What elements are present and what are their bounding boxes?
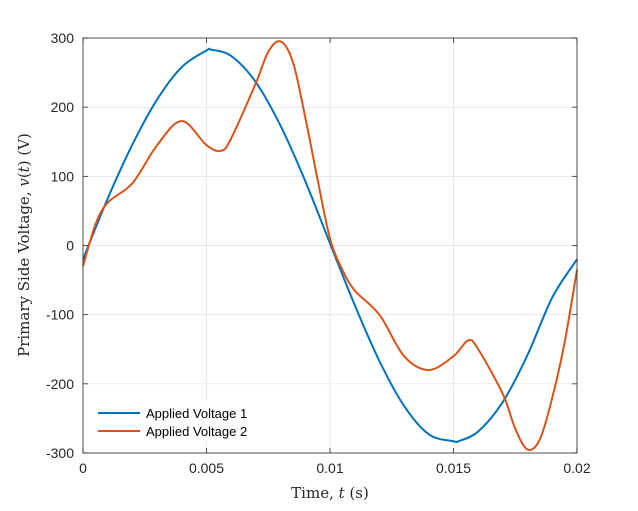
x-tick-label: 0.005 — [189, 460, 224, 476]
y-tick-label: -300 — [46, 445, 74, 461]
y-tick-label: -200 — [46, 376, 74, 392]
x-tick-label: 0.015 — [436, 460, 471, 476]
ticks: 0 0.005 0.01 0.015 0.02 -300 -200 -100 0 100 200 30… — [46, 30, 591, 476]
y-tick-label: 0 — [66, 238, 74, 254]
x-tick-label: 0 — [79, 460, 87, 476]
y-axis-label: Primary Side Voltage, v(t) (V) — [15, 133, 33, 357]
x-tick-label: 0.02 — [563, 460, 590, 476]
x-tick-label: 0.01 — [316, 460, 343, 476]
legend-box — [91, 401, 261, 441]
legend: Applied Voltage 1 Applied Voltage 2 — [91, 401, 261, 441]
legend-label-2: Applied Voltage 2 — [146, 424, 247, 439]
legend-label-1: Applied Voltage 1 — [146, 406, 247, 421]
series-line-2 — [82, 40, 578, 451]
x-axis-label: Time, t (s) — [291, 484, 369, 502]
series-layer — [82, 40, 578, 451]
series-line-1 — [82, 47, 578, 444]
y-tick-label: -100 — [46, 307, 74, 323]
y-tick-label: 200 — [51, 99, 75, 115]
y-tick-label: 100 — [51, 168, 75, 184]
y-tick-label: 300 — [51, 30, 75, 46]
